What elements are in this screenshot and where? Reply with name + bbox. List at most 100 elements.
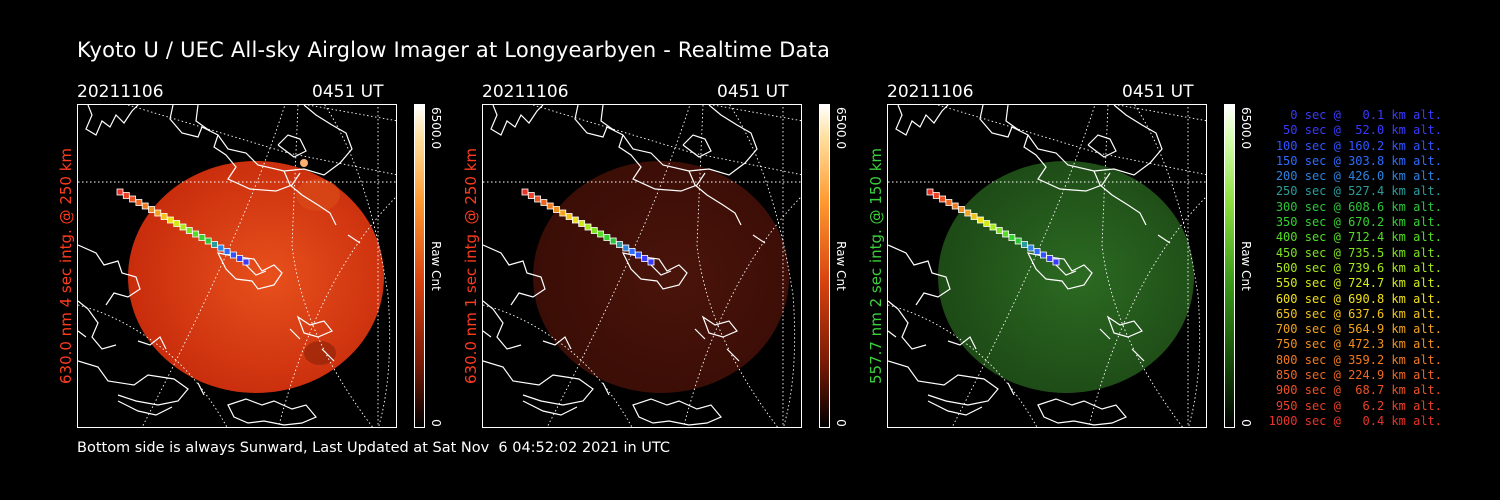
legend-entry: 1000 sec @ 0.4 km alt. <box>1268 413 1442 428</box>
trajectory-point <box>179 223 187 231</box>
panel-1-cbar-unit: Raw Cnt <box>429 241 443 291</box>
trajectory-point <box>1052 258 1060 266</box>
legend-entry: 250 sec @ 527.4 km alt. <box>1275 184 1442 199</box>
panel-1-side-label: 630.0 nm 4 sec intg. @ 250 km <box>57 147 75 385</box>
airglow-disk <box>938 161 1194 393</box>
panel-3-cbar-min: 0 <box>1239 419 1253 427</box>
trajectory-point <box>559 209 567 217</box>
legend-entry: 300 sec @ 608.6 km alt. <box>1275 199 1442 214</box>
trajectory-point <box>185 227 193 234</box>
trajectory-point <box>622 244 630 252</box>
panel-3-time: 0451 UT <box>1122 82 1194 102</box>
trajectory-point <box>540 199 548 206</box>
coastlines <box>483 105 766 426</box>
legend-entry: 650 sec @ 637.6 km alt. <box>1275 306 1442 321</box>
panel-2-colorbar <box>819 104 830 428</box>
trajectory-point <box>1027 244 1035 252</box>
panel-1-colorbar <box>414 104 425 428</box>
coastlines <box>888 105 1171 426</box>
legend-entry: 550 sec @ 724.7 km alt. <box>1275 276 1442 291</box>
panel-2-side-label: 630.0 nm 1 sec intg. @ 250 km <box>462 147 480 385</box>
trajectory-point <box>578 220 586 227</box>
trajectory-point <box>236 255 244 262</box>
lat-lon-grid <box>483 105 801 427</box>
allsky-map <box>78 105 396 427</box>
trajectory-point <box>964 209 972 217</box>
trajectory-point <box>1021 241 1028 248</box>
panel-2-image <box>482 104 802 428</box>
trajectory-point <box>995 227 1003 234</box>
trajectory-point <box>926 188 934 196</box>
trajectory-point <box>1046 255 1054 262</box>
trajectory-point <box>939 195 946 203</box>
trajectory-point <box>945 199 953 206</box>
trajectory-point <box>553 206 560 213</box>
trajectory-point <box>154 209 162 217</box>
trajectory-point <box>590 227 598 234</box>
page-title: Kyoto U / UEC All-sky Airglow Imager at … <box>77 38 831 62</box>
legend-entry: 750 sec @ 472.3 km alt. <box>1275 337 1442 352</box>
trajectory-point <box>958 206 965 213</box>
legend-entry: 0 sec @ 0.1 km alt. <box>1290 108 1442 122</box>
legend-entry: 400 sec @ 712.4 km alt. <box>1275 230 1442 245</box>
panel-1-date: 20211106 <box>77 82 164 102</box>
trajectory-point <box>1039 251 1047 259</box>
lat-lon-grid <box>78 105 396 427</box>
trajectory-point <box>122 192 130 199</box>
trajectory-point <box>129 195 136 203</box>
panel-3-colorbar <box>1224 104 1235 428</box>
trajectory-point <box>597 230 604 238</box>
trajectory-point <box>135 199 143 206</box>
trajectory-point <box>521 188 529 196</box>
trajectory-point <box>534 195 541 203</box>
trajectory-point <box>572 216 579 224</box>
legend-entry: 350 sec @ 670.2 km alt. <box>1275 215 1442 230</box>
trajectory-point <box>951 202 959 210</box>
trajectory-point <box>647 258 655 266</box>
lat-lon-grid <box>888 105 1206 427</box>
trajectory-point <box>1033 248 1041 255</box>
trajectory-point <box>983 220 991 227</box>
legend-entry: 500 sec @ 739.6 km alt. <box>1275 260 1442 275</box>
trajectory-point <box>609 237 617 245</box>
trajectory-point <box>603 234 611 241</box>
trajectory-point <box>229 251 237 259</box>
legend-entry: 600 sec @ 690.8 km alt. <box>1275 291 1442 306</box>
allsky-map <box>888 105 1206 427</box>
legend-entry: 900 sec @ 68.7 km alt. <box>1275 383 1442 398</box>
legend-entry: 850 sec @ 224.9 km alt. <box>1275 368 1442 383</box>
panel-1-image <box>77 104 397 428</box>
trajectory-point <box>148 206 155 213</box>
airglow-disk <box>533 161 789 393</box>
panel-3-image <box>887 104 1207 428</box>
trajectory-point <box>173 220 181 227</box>
trajectory-point <box>546 202 554 210</box>
trajectory-point <box>641 255 649 262</box>
airglow-disk <box>128 161 384 393</box>
trajectory-point <box>616 241 623 248</box>
legend-entry: 950 sec @ 6.2 km alt. <box>1275 398 1442 413</box>
panel-2-cbar-min: 0 <box>834 419 848 427</box>
trajectory-point <box>116 188 124 196</box>
trajectory-point <box>932 192 940 199</box>
trajectory-point <box>977 216 984 224</box>
panel-3-date: 20211106 <box>887 82 974 102</box>
trajectory-track <box>521 188 655 266</box>
trajectory-point <box>198 234 206 241</box>
panel-2-date: 20211106 <box>482 82 569 102</box>
legend-entry: 150 sec @ 303.8 km alt. <box>1275 153 1442 168</box>
panel-1-cbar-max: 6500.0 <box>429 107 443 149</box>
trajectory-point <box>217 244 225 252</box>
legend-entry: 50 sec @ 52.0 km alt. <box>1283 123 1442 138</box>
trajectory-point <box>192 230 199 238</box>
allsky-map <box>483 105 801 427</box>
trajectory-point <box>1014 237 1022 245</box>
legend-entry: 100 sec @ 160.2 km alt. <box>1275 138 1442 153</box>
panel-3-side-label: 557.7 nm 2 sec intg. @ 150 km <box>867 147 885 385</box>
legend-entry: 700 sec @ 564.9 km alt. <box>1275 322 1442 337</box>
trajectory-point <box>628 248 636 255</box>
trajectory-point <box>527 192 535 199</box>
panel-2-cbar-unit: Raw Cnt <box>834 241 848 291</box>
legend-entry: 200 sec @ 426.0 km alt. <box>1275 169 1442 184</box>
trajectory-legend: 0 sec @ 0.1 km alt. 50 sec @ 52.0 km alt.… <box>1269 108 1442 429</box>
